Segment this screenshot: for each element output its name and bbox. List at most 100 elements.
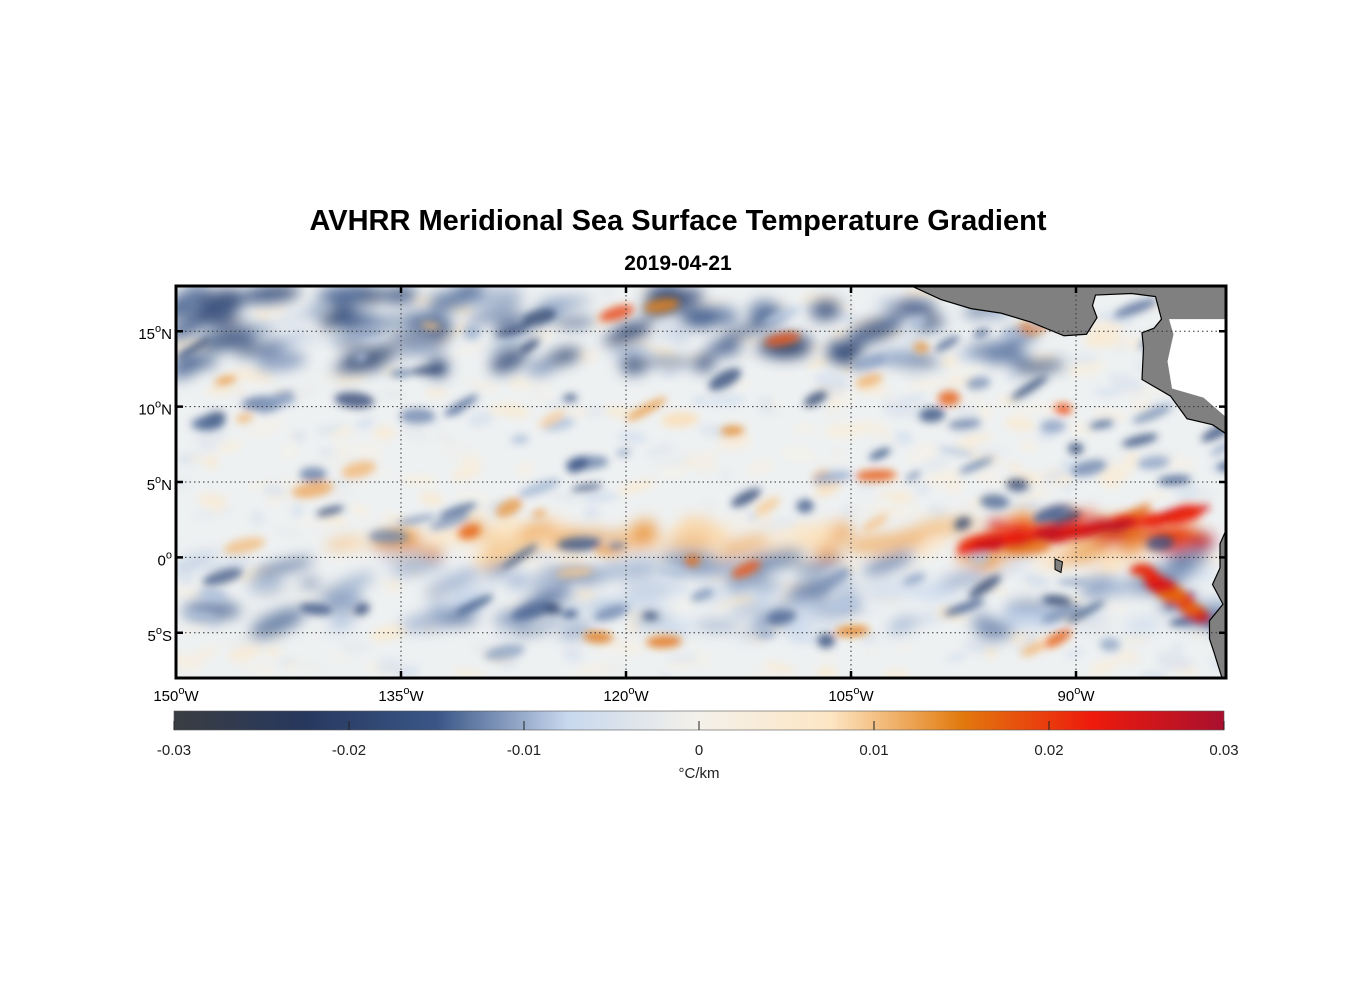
eddy-blob: [1056, 579, 1090, 586]
eddy-blob: [959, 457, 994, 474]
eddy-blob: [396, 514, 437, 525]
feature-blob: [610, 343, 652, 360]
feature-blob: [386, 286, 417, 304]
feature-blob: [792, 606, 815, 622]
eddy-blob: [235, 413, 254, 424]
eddy-blob: [690, 588, 715, 602]
feature-blob: [603, 552, 655, 570]
feature-blob: [780, 620, 810, 636]
feature-blob: [305, 303, 327, 320]
eddy-blob: [1132, 405, 1172, 424]
field-speckle: [574, 664, 612, 675]
front-streak: [1124, 512, 1164, 530]
field-speckle: [901, 561, 923, 573]
feature-blob: [633, 525, 656, 547]
field-speckle: [291, 430, 307, 443]
field-speckle: [1089, 659, 1119, 676]
field-speckle: [1005, 417, 1036, 431]
field-speckle: [1092, 410, 1129, 421]
field-speckle: [399, 425, 428, 441]
field-speckle: [1157, 655, 1194, 671]
eddy-blob: [566, 456, 589, 473]
eddy-blob: [510, 434, 530, 445]
eddy-blob: [1052, 511, 1082, 526]
feature-blob: [197, 315, 243, 327]
field-speckle: [757, 396, 774, 411]
field-speckle: [824, 423, 864, 439]
y-tick-label: 5oS: [148, 625, 172, 645]
feature-blob: [603, 322, 653, 347]
field-speckle: [228, 644, 261, 662]
eddy-blob: [561, 610, 579, 619]
field-speckle: [865, 431, 901, 442]
field-speckle: [1005, 372, 1021, 381]
field-speckle: [845, 503, 875, 520]
feature-blob: [896, 299, 935, 311]
eddy-blob: [817, 567, 851, 592]
field-speckle: [952, 427, 986, 435]
eddy-blob: [1011, 375, 1049, 400]
feature-blob: [693, 621, 740, 631]
field-speckle: [1020, 441, 1037, 451]
field-speckle: [856, 481, 876, 491]
feature-blob: [1191, 533, 1214, 552]
feature-blob: [197, 289, 242, 310]
x-tick-label: 105oW: [828, 685, 874, 705]
eddy-blob: [937, 390, 961, 407]
field-speckle: [876, 490, 912, 499]
eddy-blob: [500, 543, 538, 570]
feature-blob: [510, 625, 553, 636]
eddy-blob: [583, 631, 613, 643]
eddy-blob: [913, 341, 930, 354]
field-speckle: [454, 490, 491, 503]
eddy-blob: [973, 328, 990, 338]
colorbar-tick-label: 0.01: [859, 742, 888, 759]
eddy-blob: [341, 460, 376, 479]
eddy-blob: [299, 467, 327, 482]
x-tick-label: 150oW: [153, 685, 199, 705]
feature-blob: [656, 326, 692, 338]
feature-blob: [199, 329, 258, 352]
field-speckle: [654, 455, 693, 468]
eddy-blob: [812, 470, 852, 485]
eddy-blob: [907, 315, 927, 330]
field-speckle: [791, 423, 818, 435]
eddy-blob: [556, 536, 603, 552]
field-speckle: [585, 296, 602, 309]
feature-blob: [250, 607, 305, 638]
field-speckle: [961, 433, 993, 443]
field-speckle: [831, 448, 844, 463]
feature-blob: [793, 616, 850, 640]
field-speckle: [1070, 353, 1099, 365]
eddy-blob: [943, 599, 985, 616]
colorbar-tick-label: 0.02: [1034, 742, 1063, 759]
field-speckle: [1007, 502, 1042, 510]
feature-blob: [751, 591, 775, 604]
feature-blob: [224, 551, 249, 568]
colorbar-tick-label: -0.02: [332, 742, 366, 759]
field-speckle: [1128, 590, 1158, 602]
feature-blob: [1000, 555, 1035, 567]
field-speckle: [350, 504, 370, 516]
field-speckle: [515, 462, 535, 478]
field-speckle: [904, 369, 925, 382]
eddy-blob: [199, 588, 227, 601]
eddy-blob: [532, 509, 547, 518]
field-speckle: [1123, 336, 1145, 350]
eddy-blob: [1070, 459, 1107, 476]
field-speckle: [984, 646, 998, 659]
field-speckle: [1007, 462, 1023, 472]
feature-blob: [526, 357, 559, 376]
eddy-blob: [720, 425, 745, 436]
field-speckle: [245, 480, 282, 490]
feature-blob: [553, 318, 596, 327]
field-speckle: [304, 333, 341, 345]
field-speckle: [425, 388, 449, 397]
field-speckle: [1081, 498, 1099, 512]
eddy-blob: [1113, 298, 1158, 318]
field-speckle: [181, 623, 210, 633]
field-speckle: [705, 393, 746, 407]
feature-blob: [767, 345, 810, 359]
eddy-blob: [1210, 441, 1226, 456]
